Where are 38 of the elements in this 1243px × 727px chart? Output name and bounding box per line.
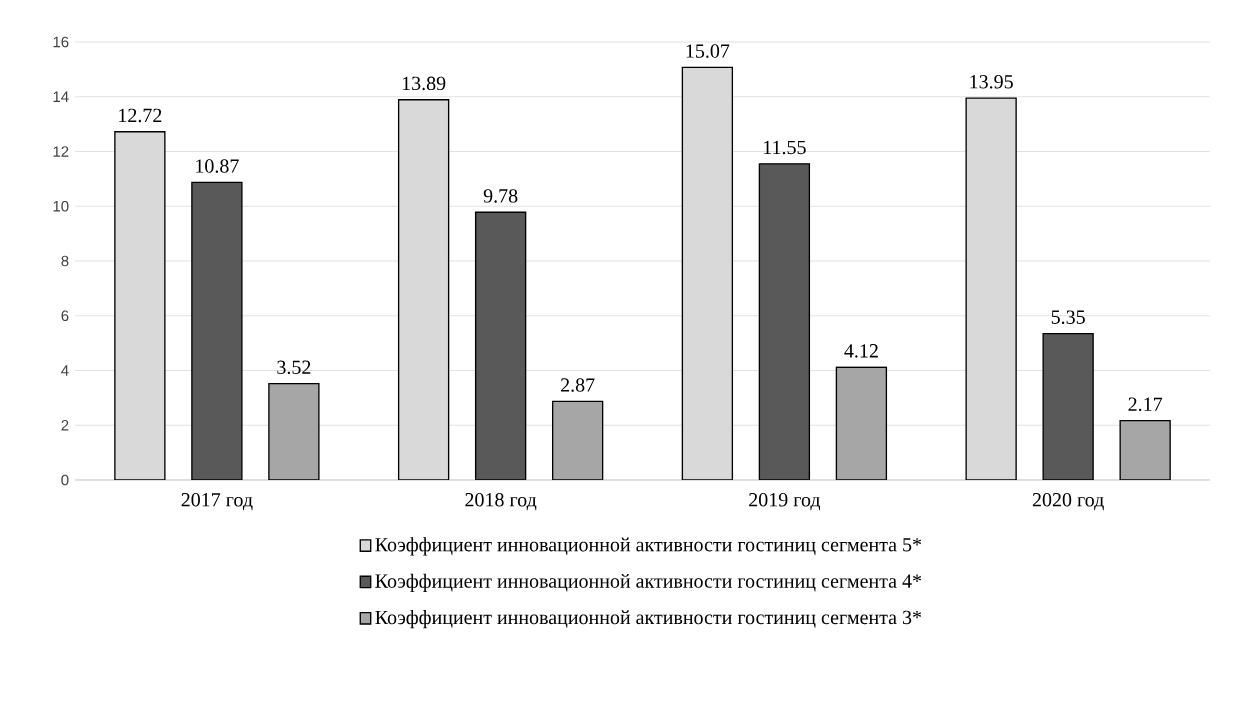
data-label: 2.87 <box>561 378 595 392</box>
x-tick-label: 2018 год <box>465 493 537 511</box>
data-label: 12.72 <box>119 108 162 123</box>
y-tick-label: 4 <box>61 365 69 376</box>
data-label: 2.17 <box>1128 397 1163 412</box>
y-tick-label: 2 <box>61 420 69 431</box>
bar <box>1119 419 1171 480</box>
data-label: 9.78 <box>483 189 518 203</box>
legend-label: Коэффициент инновационной активности гостиниц сегмента 5* <box>375 537 922 556</box>
y-tick-label: 14 <box>53 91 69 102</box>
bar <box>474 211 527 480</box>
data-label: 5.35 <box>1051 310 1085 324</box>
data-label: 15.07 <box>686 44 730 58</box>
y-tick-label: 8 <box>61 255 69 267</box>
x-tick-label: 2019 год <box>749 493 821 511</box>
y-tick-label: 10 <box>53 200 69 212</box>
bar <box>114 131 166 480</box>
bar <box>268 382 320 480</box>
y-tick-label: 16 <box>53 36 69 48</box>
bar <box>1042 332 1094 480</box>
bar <box>965 97 1017 480</box>
y-tick-label: 6 <box>61 310 69 322</box>
data-label: 11.55 <box>764 140 806 155</box>
data-label: 10.87 <box>196 159 239 173</box>
bar <box>835 366 888 480</box>
bar <box>191 181 243 480</box>
legend-label: Коэффициент инновационной активности гостиниц сегмента 4* <box>375 573 922 592</box>
y-tick-label: 12 <box>53 146 69 157</box>
legend-label: Коэффициент инновационной активности гостиниц сегмента 3* <box>375 610 922 629</box>
x-tick-label: 2017 год <box>181 493 253 511</box>
data-label: 13.89 <box>402 76 446 91</box>
data-label: 4.12 <box>844 344 878 358</box>
y-tick-label: 0 <box>61 474 69 486</box>
bar <box>551 400 604 480</box>
bar <box>758 163 811 480</box>
data-label: 13.95 <box>970 75 1013 89</box>
x-tick-label: 2020 год <box>1032 493 1104 511</box>
data-label: 3.52 <box>277 360 311 375</box>
